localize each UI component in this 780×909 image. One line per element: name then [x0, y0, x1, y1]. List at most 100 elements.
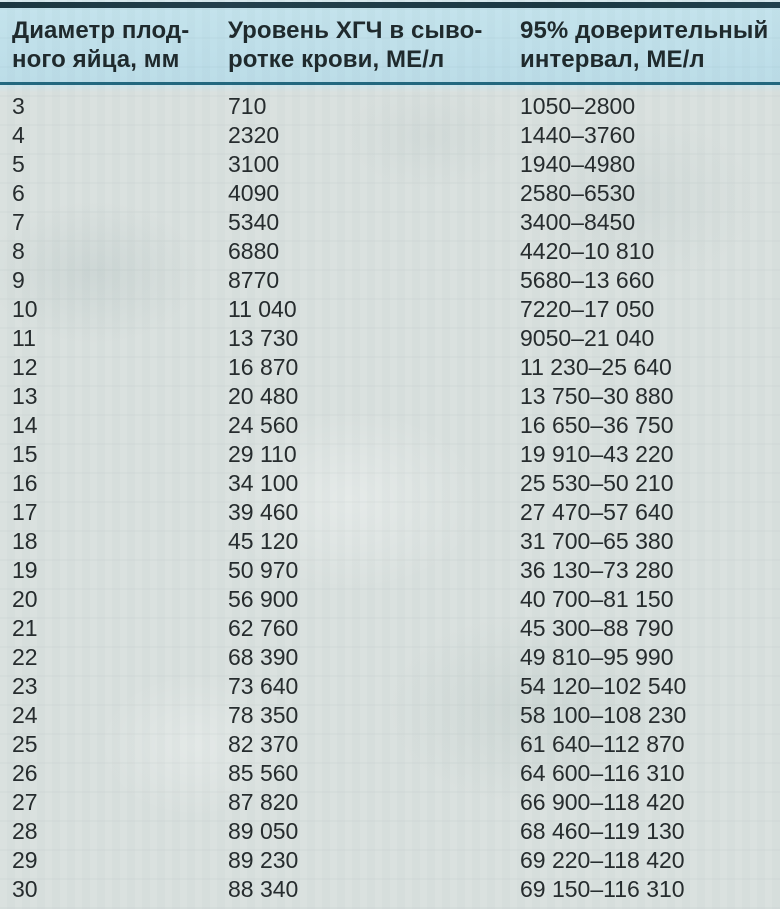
hcg-cell: 3100 — [228, 151, 280, 177]
hcg-cell: 5340 — [228, 209, 280, 235]
diameter-cell: 11 — [12, 325, 36, 351]
diameter-cell: 19 — [12, 557, 38, 583]
table-row: 16 34 100 25 530–50 210 — [0, 469, 780, 498]
table-row: 24 78 350 58 100–108 230 — [0, 701, 780, 730]
hcg-cell: 4090 — [228, 180, 280, 206]
ci-cell: 19 910–43 220 — [520, 441, 674, 467]
hcg-cell: 50 970 — [228, 557, 299, 583]
diameter-cell: 13 — [12, 383, 38, 409]
ci-cell: 1440–3760 — [520, 122, 636, 148]
hcg-cell: 39 460 — [228, 499, 299, 525]
header-fade-strip — [0, 85, 780, 92]
diameter-cell: 4 — [12, 122, 25, 148]
diameter-cell: 23 — [12, 673, 38, 699]
table-row: 26 85 560 64 600–116 310 — [0, 759, 780, 788]
hcg-cell: 710 — [228, 93, 267, 119]
table-row: 11 13 730 9050–21 040 — [0, 324, 780, 353]
diameter-cell: 12 — [12, 354, 38, 380]
diameter-cell: 6 — [12, 180, 25, 206]
ci-cell: 11 230–25 640 — [520, 354, 672, 380]
hcg-cell: 13 730 — [228, 325, 299, 351]
ci-cell: 54 120–102 540 — [520, 673, 687, 699]
table-row: 18 45 120 31 700–65 380 — [0, 527, 780, 556]
table-row: 7 5340 3400–8450 — [0, 208, 780, 237]
ci-cell: 7220–17 050 — [520, 296, 655, 322]
diameter-cell: 21 — [12, 615, 38, 641]
table-row: 12 16 870 11 230–25 640 — [0, 353, 780, 382]
table-row: 4 2320 1440–3760 — [0, 121, 780, 150]
diameter-cell: 8 — [12, 238, 25, 264]
header-cell-confidence-interval: 95% доверительный интервал, МЕ/л — [520, 17, 769, 73]
ci-cell: 3400–8450 — [520, 209, 636, 235]
diameter-cell: 10 — [12, 296, 38, 322]
hcg-cell: 89 050 — [228, 818, 299, 844]
table-row: 29 89 230 69 220–118 420 — [0, 846, 780, 875]
diameter-cell: 28 — [12, 818, 38, 844]
diameter-cell: 5 — [12, 151, 25, 177]
diameter-cell: 14 — [12, 412, 38, 438]
ci-cell: 25 530–50 210 — [520, 470, 674, 496]
hcg-cell: 20 480 — [228, 383, 299, 409]
page-top-edge — [0, 0, 780, 2]
table-row: 28 89 050 68 460–119 130 — [0, 817, 780, 846]
table-row: 25 82 370 61 640–112 870 — [0, 730, 780, 759]
table-row: 13 20 480 13 750–30 880 — [0, 382, 780, 411]
table-header-row: Диаметр плод- ного яйца, мм Уровень ХГЧ … — [0, 8, 780, 85]
table-row: 30 88 340 69 150–116 310 — [0, 875, 780, 904]
hcg-cell: 45 120 — [228, 528, 299, 554]
diameter-cell: 22 — [12, 644, 38, 670]
table-top-rule — [0, 2, 780, 8]
ci-cell: 4420–10 810 — [520, 238, 655, 264]
diameter-cell: 24 — [12, 702, 38, 728]
table-row: 6 4090 2580–6530 — [0, 179, 780, 208]
table-row: 8 6880 4420–10 810 — [0, 237, 780, 266]
hcg-cell: 56 900 — [228, 586, 299, 612]
ci-cell: 36 130–73 280 — [520, 557, 674, 583]
diameter-cell: 16 — [12, 470, 38, 496]
table-row: 21 62 760 45 300–88 790 — [0, 614, 780, 643]
ci-cell: 31 700–65 380 — [520, 528, 674, 554]
ci-cell: 16 650–36 750 — [520, 412, 674, 438]
ci-cell: 69 150–116 310 — [520, 876, 685, 902]
ci-cell: 2580–6530 — [520, 180, 636, 206]
diameter-cell: 17 — [12, 499, 38, 525]
header-cell-hcg-level: Уровень ХГЧ в сыво- ротке крови, МЕ/л — [228, 17, 483, 73]
hcg-cell: 2320 — [228, 122, 280, 148]
ci-cell: 58 100–108 230 — [520, 702, 687, 728]
table-row: 22 68 390 49 810–95 990 — [0, 643, 780, 672]
diameter-cell: 20 — [12, 586, 38, 612]
diameter-cell: 18 — [12, 528, 38, 554]
ci-cell: 61 640–112 870 — [520, 731, 685, 757]
ci-cell: 68 460–119 130 — [520, 818, 685, 844]
table-row: 19 50 970 36 130–73 280 — [0, 556, 780, 585]
table-row: 3 710 1050–2800 — [0, 92, 780, 121]
ci-cell: 64 600–116 310 — [520, 760, 685, 786]
table-row: 15 29 110 19 910–43 220 — [0, 440, 780, 469]
table-row: 14 24 560 16 650–36 750 — [0, 411, 780, 440]
hcg-cell: 87 820 — [228, 789, 299, 815]
ci-cell: 40 700–81 150 — [520, 586, 674, 612]
hcg-cell: 85 560 — [228, 760, 299, 786]
diameter-cell: 15 — [12, 441, 38, 467]
ci-cell: 13 750–30 880 — [520, 383, 674, 409]
hcg-cell: 88 340 — [228, 876, 299, 902]
hcg-cell: 16 870 — [228, 354, 299, 380]
hcg-cell: 6880 — [228, 238, 280, 264]
hcg-cell: 34 100 — [228, 470, 299, 496]
table-row: 27 87 820 66 900–118 420 — [0, 788, 780, 817]
table-row: 9 8770 5680–13 660 — [0, 266, 780, 295]
hcg-cell: 24 560 — [228, 412, 299, 438]
table-row: 5 3100 1940–4980 — [0, 150, 780, 179]
ci-cell: 45 300–88 790 — [520, 615, 674, 641]
hcg-cell: 68 390 — [228, 644, 299, 670]
diameter-cell: 7 — [12, 209, 25, 235]
diameter-cell: 3 — [12, 93, 25, 119]
table-body: 3 710 1050–2800 4 2320 1440–3760 5 3100 … — [0, 92, 780, 904]
diameter-cell: 9 — [12, 267, 25, 293]
hcg-cell: 73 640 — [228, 673, 299, 699]
table-row: 17 39 460 27 470–57 640 — [0, 498, 780, 527]
diameter-cell: 29 — [12, 847, 38, 873]
ci-cell: 66 900–118 420 — [520, 789, 685, 815]
ci-cell: 1050–2800 — [520, 93, 636, 119]
